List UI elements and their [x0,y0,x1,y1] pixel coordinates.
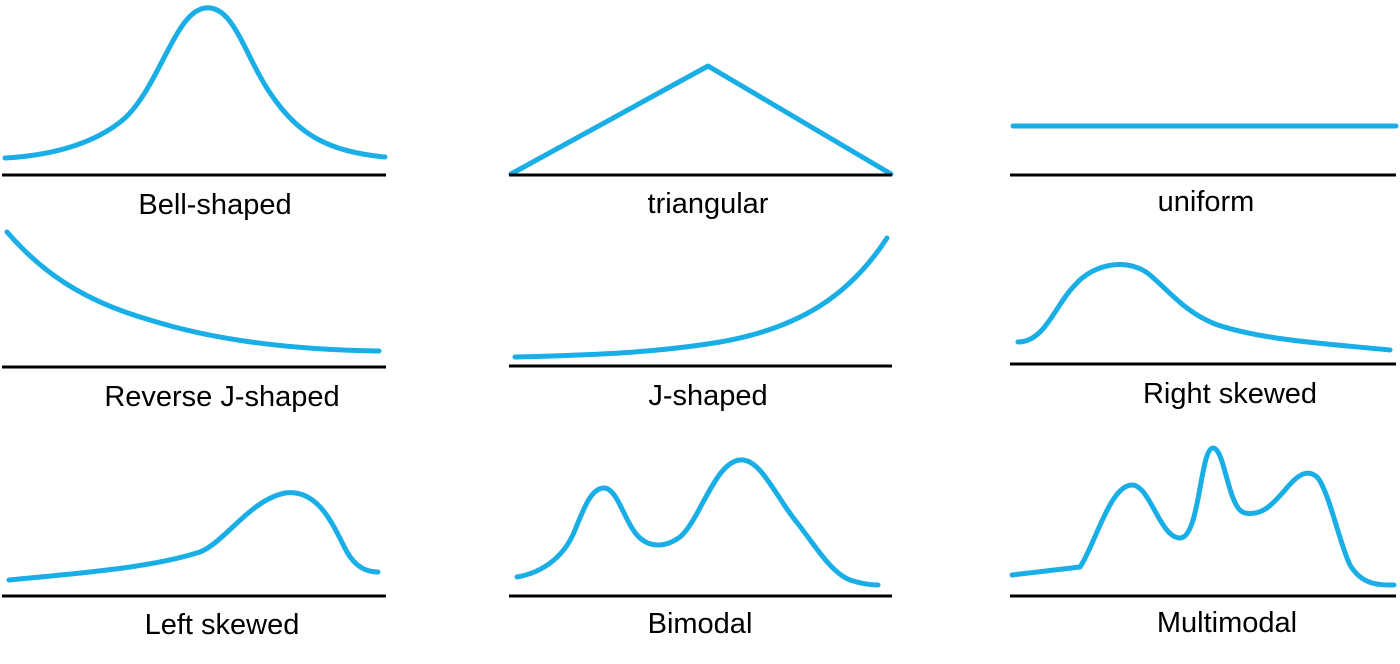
left-skewed-curve [6,490,381,583]
bell-shaped-curve [2,5,388,161]
triangular-label: triangular [648,188,769,220]
panel-right-skewed: Right skewed [1010,262,1396,410]
panel-reverse-j-shaped: Reverse J-shaped [2,229,386,413]
panel-left-skewed: Left skewed [2,490,386,641]
panel-bimodal: Bimodal [509,457,892,640]
j-shaped-curve [512,235,890,360]
reverse-j-shaped-curve [4,229,382,354]
panel-j-shaped: J-shaped [509,235,892,412]
left-skewed-label: Left skewed [145,609,300,641]
triangular-curve [508,63,894,177]
reverse-j-shaped-label: Reverse J-shaped [104,381,339,413]
right-skewed-label: Right skewed [1143,378,1317,410]
panel-triangular: triangular [508,63,894,220]
bimodal-label: Bimodal [648,608,753,640]
right-skewed-curve [1015,262,1393,353]
bimodal-curve [514,457,881,588]
multimodal-curve [1009,445,1397,588]
panel-uniform: uniform [1010,123,1399,218]
uniform-label: uniform [1158,186,1255,218]
multimodal-label: Multimodal [1157,607,1297,639]
j-shaped-label: J-shaped [648,380,767,412]
panel-bell-shaped: Bell-shaped [2,5,388,221]
panel-multimodal: Multimodal [1009,445,1397,639]
bell-shaped-label: Bell-shaped [138,189,291,221]
